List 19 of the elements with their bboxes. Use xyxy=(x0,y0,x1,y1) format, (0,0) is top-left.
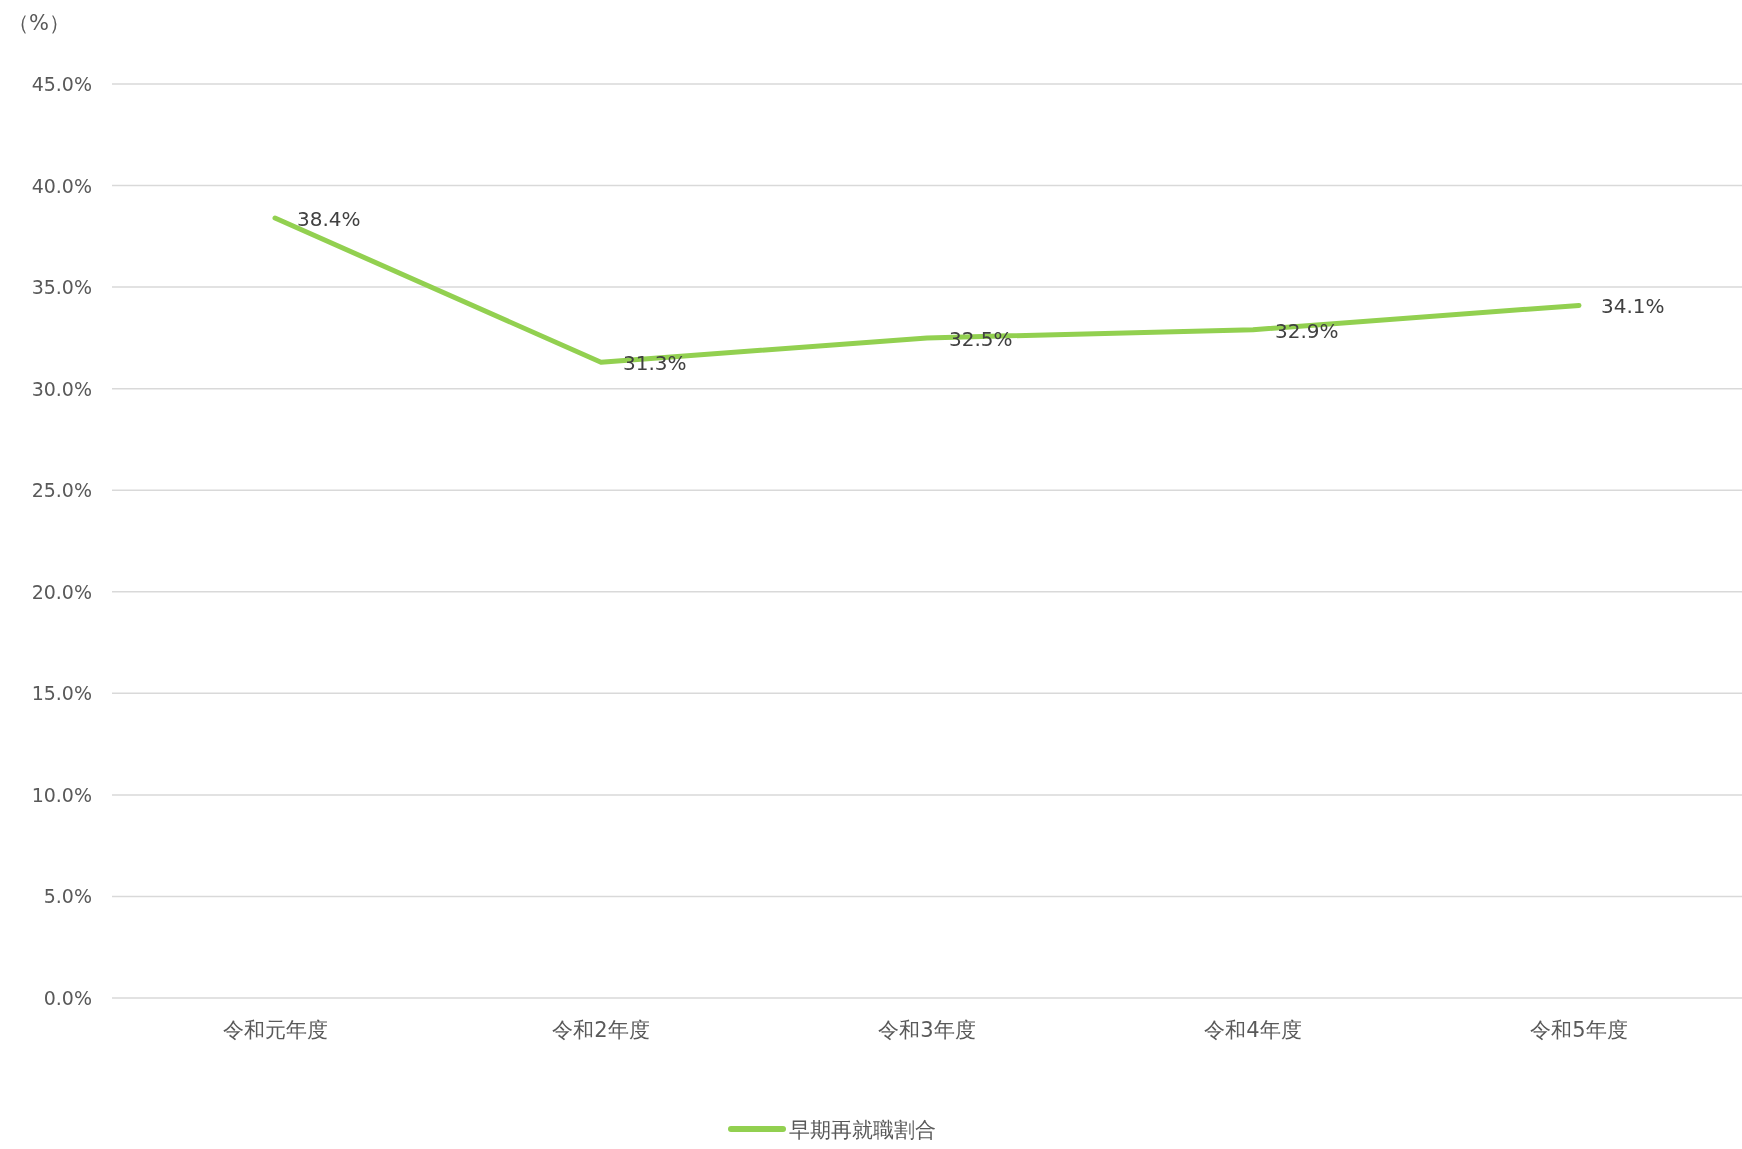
y-tick-label: 35.0% xyxy=(31,276,92,299)
y-tick-label: 20.0% xyxy=(31,580,92,603)
y-tick-label: 40.0% xyxy=(31,174,92,197)
x-tick-label: 令和2年度 xyxy=(552,1018,650,1042)
y-tick-label: 0.0% xyxy=(43,987,92,1009)
y-tick-label: 10.0% xyxy=(31,783,92,806)
y-tick-label: 25.0% xyxy=(31,479,92,502)
y-tick-label: 45.0% xyxy=(31,73,92,95)
legend-label: 早期再就職割合 xyxy=(789,1118,936,1142)
x-tick-label: 令和4年度 xyxy=(1204,1018,1302,1042)
y-tick-label: 30.0% xyxy=(31,377,92,400)
y-tick-label: 5.0% xyxy=(43,885,92,908)
x-tick-label: 令和5年度 xyxy=(1530,1018,1628,1042)
data-label: 38.4% xyxy=(297,207,361,232)
x-tick-label: 令和元年度 xyxy=(222,1018,328,1042)
x-tick-label: 令和3年度 xyxy=(878,1018,976,1042)
data-label: 34.1% xyxy=(1601,294,1665,319)
y-axis-title: （%） xyxy=(8,11,70,35)
y-tick-label: 15.0% xyxy=(31,682,92,705)
